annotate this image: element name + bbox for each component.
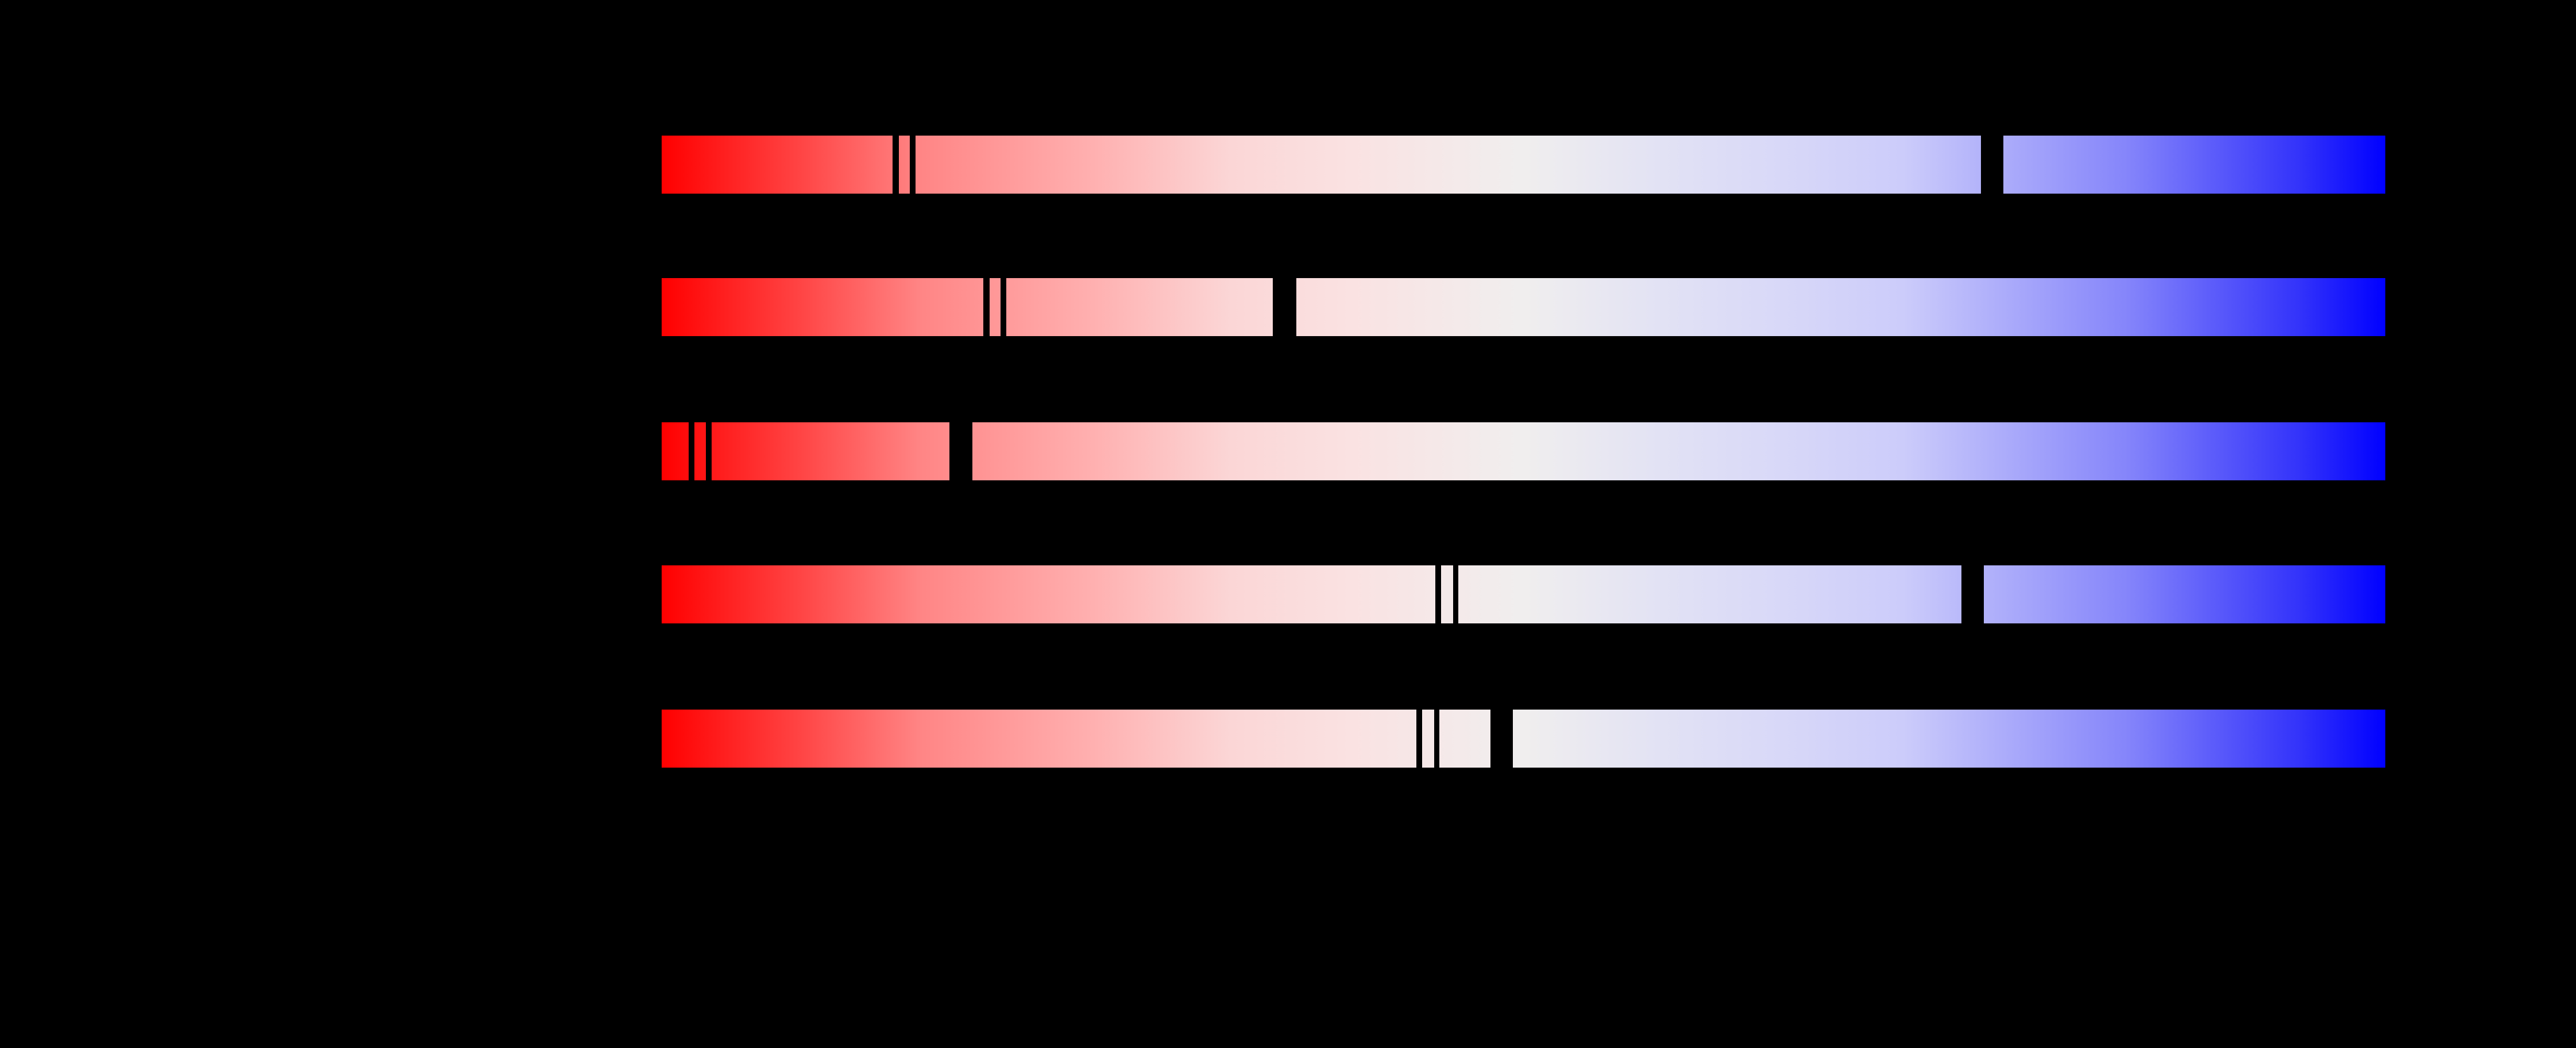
distribution-bar-5 [662,710,2385,768]
tick-marker-1 [1435,565,1441,623]
distribution-bar-4 [662,565,2385,623]
distribution-bar-1 [662,136,2385,194]
tick-marker-1 [893,136,899,194]
tick-marker-2 [1001,278,1006,336]
gap-marker [1490,710,1513,768]
tick-marker-2 [706,422,712,480]
tick-marker-1 [1416,710,1422,768]
tick-marker-2 [1453,565,1458,623]
tick-marker-1 [983,278,990,336]
distribution-bar-3 [662,422,2385,480]
tick-marker-2 [910,136,916,194]
tick-marker-2 [1434,710,1439,768]
gap-marker [949,422,972,480]
gap-marker [1273,278,1296,336]
gap-marker [1981,136,2003,194]
distribution-bar-2 [662,278,2385,336]
tick-marker-1 [689,422,694,480]
gap-marker [1961,565,1984,623]
